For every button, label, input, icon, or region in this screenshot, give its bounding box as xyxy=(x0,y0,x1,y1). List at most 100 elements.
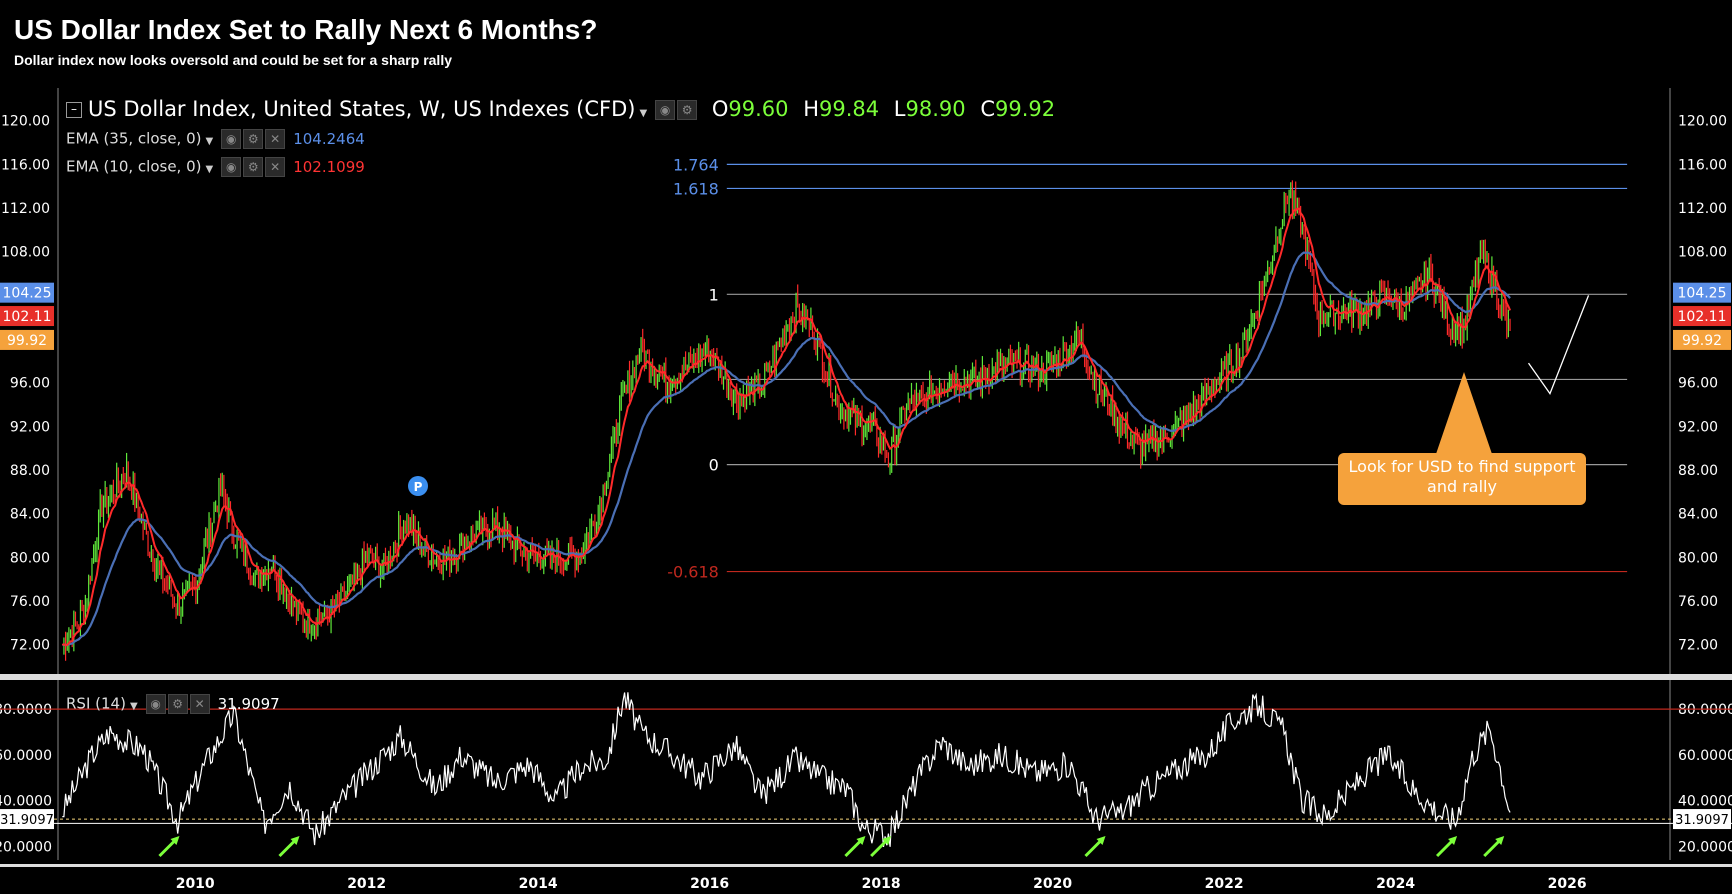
open-label: O xyxy=(711,97,729,121)
low-value: 98.90 xyxy=(905,97,966,121)
callout-box: Look for USD to find support and rally xyxy=(1338,453,1586,505)
y-tick-label-right: 84.00 xyxy=(1678,507,1718,523)
rsi-value: 31.9097 xyxy=(217,694,280,713)
y-tick-label-left: 112.00 xyxy=(1,201,50,217)
y-tick-label-right: 72.00 xyxy=(1678,638,1718,654)
y-tick-label-left: 80.00 xyxy=(10,550,50,566)
bottom-separator xyxy=(0,864,1732,867)
y-tick-label-right: 120.00 xyxy=(1678,114,1727,130)
rsi-tick-label-right: 40.0000 xyxy=(1678,794,1732,810)
gear-icon[interactable]: ⚙ xyxy=(243,157,264,177)
chevron-down-icon[interactable]: ▼ xyxy=(639,108,648,119)
green-arrow-icon xyxy=(158,838,177,858)
rsi-tick-label-left: 60.0000 xyxy=(0,748,52,764)
price-badge-left xyxy=(0,329,54,350)
y-tick-label-right: 96.00 xyxy=(1678,376,1718,392)
rsi-tick-label-right: 80.0000 xyxy=(1678,702,1732,718)
y-tick-label-right: 80.00 xyxy=(1678,550,1718,566)
high-label: H xyxy=(803,97,819,121)
eye-icon[interactable]: ◉ xyxy=(221,157,242,177)
rsi-legend: RSI (14) ▼ ◉ ⚙ ✕ 31.9097 xyxy=(66,694,280,714)
close-icon[interactable]: ✕ xyxy=(265,157,286,177)
p-marker-icon xyxy=(408,476,428,496)
rsi-badge-left xyxy=(0,809,54,830)
rsi-badge-right-text: 31.9097 xyxy=(1675,813,1729,828)
eye-icon[interactable]: ◉ xyxy=(221,129,242,149)
x-tick-label: 2022 xyxy=(1205,876,1244,892)
chevron-down-icon[interactable]: ▼ xyxy=(205,163,214,175)
price-badge-right-text: 104.25 xyxy=(1678,286,1727,302)
rsi-tick-label-right: 20.0000 xyxy=(1678,839,1732,855)
rsi-tick-label-left: 20.0000 xyxy=(0,839,52,855)
y-tick-label-left: 108.00 xyxy=(1,245,50,261)
green-arrow-icon xyxy=(1084,838,1103,858)
price-badge-right-text: 102.11 xyxy=(1678,309,1727,325)
fib-level-label: 1 xyxy=(709,285,719,304)
price-badge-left xyxy=(0,306,54,327)
p-marker-letter: P xyxy=(414,480,423,494)
price-badge-left xyxy=(0,282,54,303)
close-value: 99.92 xyxy=(994,97,1056,121)
close-label: C xyxy=(980,97,995,121)
green-arrow-icon xyxy=(1483,838,1502,858)
ema10-label[interactable]: EMA (10, close, 0) xyxy=(66,157,202,176)
fib-level-label: -0.618 xyxy=(667,563,719,582)
y-tick-label-left: 72.00 xyxy=(10,638,50,654)
close-icon[interactable]: ✕ xyxy=(189,694,210,714)
green-arrow-head-icon xyxy=(882,836,892,845)
green-arrow-head-icon xyxy=(290,836,300,845)
gear-icon[interactable]: ⚙ xyxy=(677,100,698,120)
main-legend: – US Dollar Index, United States, W, US I… xyxy=(66,97,1055,121)
price-badge-left-text: 102.11 xyxy=(3,309,52,325)
y-tick-label-left: 76.00 xyxy=(10,594,50,610)
price-badge-left-text: 99.92 xyxy=(7,333,47,349)
y-tick-label-left: 92.00 xyxy=(10,419,50,435)
green-arrow-head-icon xyxy=(170,836,180,845)
ema35-value: 104.2464 xyxy=(293,129,365,148)
ema10-value: 102.1099 xyxy=(293,157,365,176)
x-tick-label: 2026 xyxy=(1548,876,1587,892)
green-arrow-icon xyxy=(278,838,297,858)
x-tick-label: 2016 xyxy=(690,876,729,892)
chevron-down-icon[interactable]: ▼ xyxy=(129,700,138,712)
eye-icon[interactable]: ◉ xyxy=(145,694,166,714)
price-badge-right xyxy=(1673,282,1731,303)
green-arrow-head-icon xyxy=(856,836,866,845)
chevron-down-icon[interactable]: ▼ xyxy=(205,135,214,147)
callout-pointer xyxy=(1436,372,1492,454)
eye-icon[interactable]: ◉ xyxy=(655,100,676,120)
x-tick-label: 2012 xyxy=(347,876,386,892)
rsi-badge-left-text: 31.9097 xyxy=(0,813,54,828)
y-tick-label-left: 116.00 xyxy=(1,157,50,173)
close-icon[interactable]: ✕ xyxy=(265,129,286,149)
green-arrow-head-icon xyxy=(1495,836,1505,845)
fib-level-label: 0 xyxy=(709,456,719,475)
gear-icon[interactable]: ⚙ xyxy=(243,129,264,149)
fib-level-label: 1.618 xyxy=(673,179,719,198)
x-tick-label: 2010 xyxy=(176,876,215,892)
rsi-tick-label-left: 80.0000 xyxy=(0,702,52,718)
green-arrow-icon xyxy=(844,838,863,858)
x-tick-label: 2020 xyxy=(1033,876,1072,892)
gear-icon[interactable]: ⚙ xyxy=(167,694,188,714)
y-tick-label-right: 76.00 xyxy=(1678,594,1718,610)
ema10-legend: EMA (10, close, 0) ▼ ◉ ⚙ ✕ 102.1099 xyxy=(66,157,365,177)
page-subtitle: Dollar index now looks oversold and coul… xyxy=(14,52,452,68)
pane-separator xyxy=(0,674,1732,680)
rsi-tick-label-left: 40.0000 xyxy=(0,794,52,810)
rsi-line xyxy=(62,692,1511,847)
symbol-label[interactable]: US Dollar Index, United States, W, US In… xyxy=(88,97,636,121)
ema35-label[interactable]: EMA (35, close, 0) xyxy=(66,129,202,148)
rsi-tick-label-right: 60.0000 xyxy=(1678,748,1732,764)
projection-line xyxy=(1527,295,1590,396)
rsi-label[interactable]: RSI (14) xyxy=(66,694,126,713)
y-tick-label-left: 96.00 xyxy=(10,376,50,392)
ema35-legend: EMA (35, close, 0) ▼ ◉ ⚙ ✕ 104.2464 xyxy=(66,129,365,149)
collapse-icon[interactable]: – xyxy=(66,102,82,118)
green-arrow-icon xyxy=(870,838,889,858)
high-value: 99.84 xyxy=(818,97,880,121)
green-arrow-icon xyxy=(1436,838,1455,858)
fib-level-label: 1.764 xyxy=(673,155,719,174)
green-arrow-head-icon xyxy=(1448,836,1458,845)
